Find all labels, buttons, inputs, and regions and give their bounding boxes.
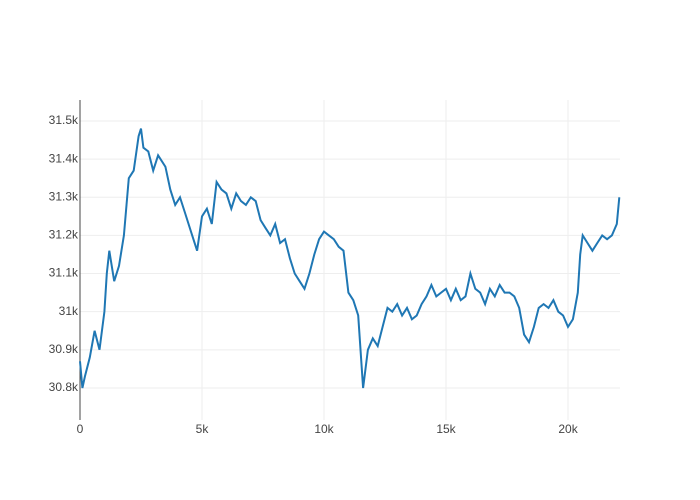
x-tick-label: 10k [314,422,334,436]
x-tick-label: 0 [77,422,84,436]
y-tick-label: 31.5k [49,113,79,127]
y-tick-label: 31.4k [49,151,79,165]
y-tick-label: 31.1k [49,266,79,280]
y-tick-label: 31k [59,304,79,318]
y-tick-label: 31.3k [49,189,79,203]
y-tick-label: 30.9k [49,342,79,356]
y-tick-label: 30.8k [49,380,79,394]
x-tick-label: 5k [196,422,210,436]
y-tick-label: 31.2k [49,228,79,242]
line-series [79,128,621,389]
x-tick-label: 15k [436,422,456,436]
x-tick-label: 20k [558,422,578,436]
